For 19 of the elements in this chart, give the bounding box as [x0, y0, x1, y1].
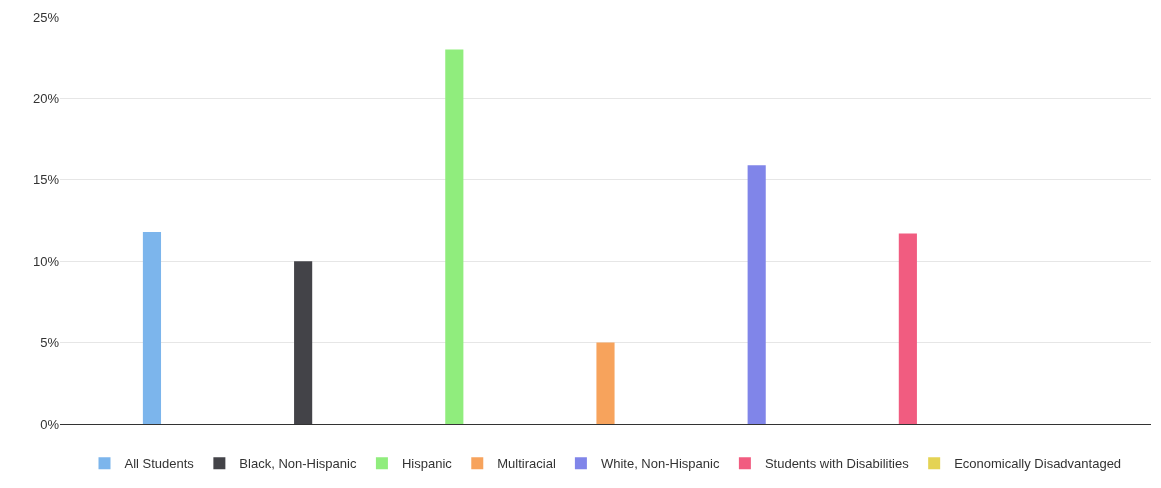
y-tick-label: 10% — [32, 253, 60, 269]
legend-label: Students with Disabilities — [764, 456, 910, 472]
bar — [898, 233, 917, 424]
bar — [596, 342, 615, 424]
bar — [142, 231, 162, 424]
legend-label: White, Non-Hispanic — [600, 456, 720, 472]
y-tick-label: 25% — [32, 9, 60, 25]
legend-label: Black, Non-Hispanic — [239, 456, 357, 472]
legend-label: Multiracial — [497, 456, 556, 472]
legend-label: All Students — [124, 456, 195, 472]
y-tick-label: 0% — [40, 416, 60, 432]
bar — [445, 49, 464, 424]
bar — [747, 165, 766, 424]
legend-label: Economically Disadvantaged — [954, 456, 1122, 472]
y-tick-label: 20% — [32, 90, 60, 106]
legend-label: Hispanic — [401, 456, 453, 472]
y-tick-label: 5% — [40, 335, 60, 351]
y-tick-label: 15% — [32, 172, 60, 188]
bar — [294, 261, 313, 424]
